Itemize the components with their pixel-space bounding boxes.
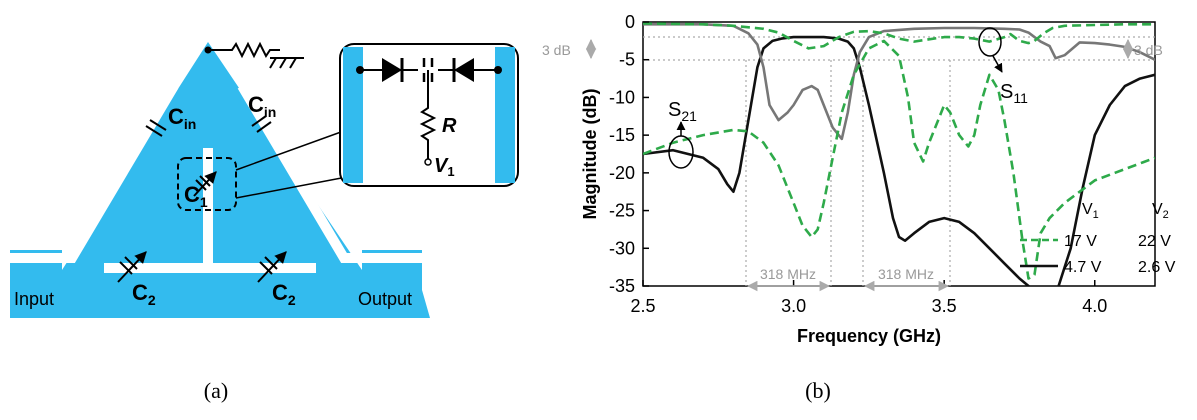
x-tick-label: 3.0 <box>781 296 806 316</box>
legend-row1-v1: 17 V <box>1064 233 1097 250</box>
db3-left-label: 3 dB <box>542 42 571 58</box>
s21-label: S21 <box>668 99 697 124</box>
inset-v1-label: V1 <box>434 155 455 179</box>
db3-right-marker: 3 dB <box>1122 38 1163 60</box>
cin-right-label: Cin <box>248 92 276 120</box>
bw-left-marker: 318 MHz <box>746 266 831 292</box>
tick-layer: 2.5 3.0 3.5 4.0 0 -5 -10 -15 -20 -25 -30 -35 <box>609 12 1107 316</box>
x-tick-label: 4.0 <box>1082 296 1107 316</box>
bw-left-label: 318 MHz <box>760 266 816 282</box>
plot-area <box>642 21 1156 287</box>
db3-left-marker: 3 dB <box>542 38 597 60</box>
db3-right-label: 3 dB <box>1134 42 1163 58</box>
caption-b: (b) <box>805 378 831 403</box>
guide-lines <box>643 36 1155 286</box>
legend-row1-v2: 22 V <box>1138 233 1171 250</box>
c2-left-varactor: C2 <box>117 251 156 308</box>
legend: V1 V2 17 V 22 V 4.7 V 2.6 V <box>1020 201 1176 276</box>
legend-header-v2: V2 <box>1152 201 1169 221</box>
y-tick-label: -20 <box>609 163 635 183</box>
c1-varactor: C1 <box>177 157 237 211</box>
left-feed-gap <box>10 83 179 263</box>
y-tick-label: -25 <box>609 201 635 221</box>
x-tick-label: 2.5 <box>630 296 655 316</box>
bw-right-label: 318 MHz <box>878 266 934 282</box>
bw-right-marker: 318 MHz <box>863 266 950 292</box>
legend-header-v1: V1 <box>1082 201 1099 221</box>
y-tick-label: 0 <box>625 12 635 32</box>
c2-right-label: C2 <box>272 280 296 308</box>
y-tick-label: -10 <box>609 87 635 107</box>
s11-annotation: S11 <box>978 27 1028 106</box>
cin-left-capacitor: Cin <box>145 104 196 137</box>
cin-left-label: Cin <box>168 104 196 132</box>
series-layer <box>643 22 1155 286</box>
caption-a: (a) <box>204 378 228 403</box>
ground-resistor <box>204 41 304 69</box>
legend-row2-v2: 2.6 V <box>1138 259 1176 276</box>
y-tick-label: -30 <box>609 238 635 258</box>
inset-leader-top <box>235 127 353 171</box>
inset-leader-bottom <box>235 175 353 199</box>
y-tick-label: -5 <box>619 50 635 70</box>
horizontal-stub <box>104 263 316 273</box>
x-axis-label: Frequency (GHz) <box>797 326 941 346</box>
c1-label: C1 <box>184 182 208 210</box>
inset-zoom: R V1 <box>339 43 519 187</box>
sparam-chart: 2.5 3.0 3.5 4.0 0 -5 -10 -15 -20 -25 -30 -35 Freque… <box>542 12 1176 346</box>
x-tick-label: 3.5 <box>932 296 957 316</box>
series-s21_lo <box>643 35 1155 286</box>
series-s21_hi <box>643 39 1155 280</box>
c2-right-varactor: C2 <box>257 251 296 308</box>
c2-left-label: C2 <box>132 280 156 308</box>
substrate-triangle <box>10 42 430 318</box>
circuit-diagram: Cin Cin C1 <box>10 41 519 318</box>
cin-right-capacitor: Cin <box>248 92 276 133</box>
legend-row2-v1: 4.7 V <box>1064 259 1102 276</box>
y-axis-label: Magnitude (dB) <box>580 89 600 220</box>
output-label: Output <box>358 289 412 309</box>
inset-r-label: R <box>442 115 457 137</box>
input-label: Input <box>14 289 54 309</box>
right-feed-gap <box>237 83 422 263</box>
s21-annotation: S21 <box>668 99 697 169</box>
y-tick-label: -15 <box>609 125 635 145</box>
s11-label: S11 <box>1000 81 1028 106</box>
series-s11_lo <box>643 23 1155 141</box>
y-tick-label: -35 <box>609 276 635 296</box>
